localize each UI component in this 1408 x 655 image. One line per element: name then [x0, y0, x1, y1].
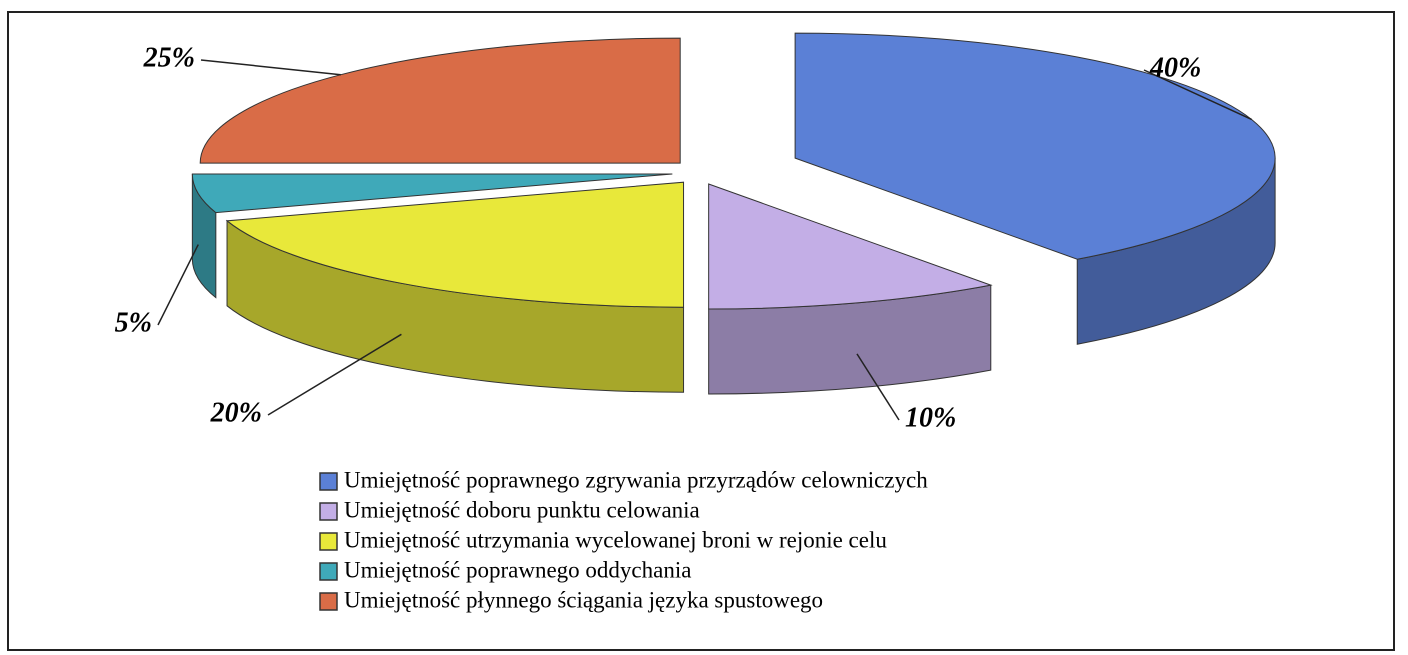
leader-line [267, 333, 402, 416]
leader-line [1143, 69, 1252, 121]
leader-line [157, 244, 199, 326]
legend-swatch [319, 562, 338, 581]
slice [225, 181, 685, 308]
leader-line [856, 353, 900, 421]
legend-swatch [319, 472, 338, 491]
data-label: 20% [210, 397, 262, 428]
labels: 40% 10% 20% 5% 25% [115, 42, 1252, 433]
data-label: 25% [143, 42, 195, 73]
pie-tops [191, 32, 1276, 310]
legend-label: Umiejętność utrzymania wycelowanej broni… [344, 527, 887, 552]
data-label: 40% [1149, 52, 1201, 83]
legend-label: Umiejętność poprawnego oddychania [344, 557, 691, 582]
slice [708, 183, 993, 310]
legend-swatch [319, 532, 338, 551]
legend-swatch [319, 592, 338, 611]
leader-line [200, 59, 341, 76]
legend-label: Umiejętność doboru punktu celowania [344, 497, 700, 522]
legend-label: Umiejętność poprawnego zgrywania przyrzą… [344, 467, 928, 492]
legend-label: Umiejętność płynnego ściągania języka sp… [344, 587, 823, 612]
slice [191, 173, 673, 214]
data-label: 10% [905, 402, 956, 433]
data-label: 5% [115, 307, 152, 338]
slice [199, 37, 681, 164]
legend-swatch [319, 502, 338, 521]
legend: Umiejętność poprawnego zgrywania przyrzą… [319, 467, 928, 612]
